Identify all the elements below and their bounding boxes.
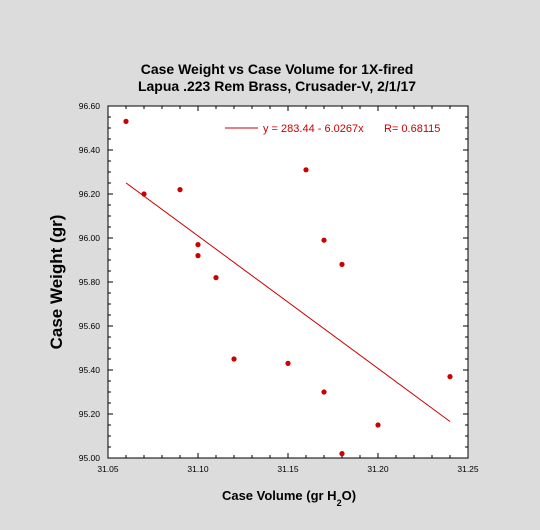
y-tick-label: 95.40 — [79, 365, 101, 375]
x-tick-label: 31.25 — [457, 464, 479, 474]
chart-title-line1: Case Weight vs Case Volume for 1X-fired — [141, 61, 414, 77]
y-tick-label: 95.60 — [79, 321, 101, 331]
data-point — [195, 242, 201, 248]
x-axis: 31.05 31.10 31.15 31.20 31.25 — [97, 106, 479, 474]
legend-equation: y = 283.44 - 6.0267x — [263, 123, 364, 135]
y-axis-label: Case Weight (gr) — [47, 215, 66, 350]
data-point — [141, 191, 147, 197]
y-tick-label: 95.80 — [79, 277, 101, 287]
x-tick-label: 31.20 — [367, 464, 389, 474]
x-axis-label-end: O) — [342, 488, 356, 503]
data-point — [321, 389, 327, 395]
data-points — [123, 118, 453, 457]
data-point — [321, 237, 327, 243]
y-tick-label: 96.00 — [79, 233, 101, 243]
data-point — [339, 451, 345, 457]
y-tick-label: 96.20 — [79, 189, 101, 199]
data-point — [123, 118, 129, 124]
data-point — [447, 374, 453, 380]
data-point — [303, 167, 309, 173]
x-axis-label-subscript: 2 — [337, 498, 342, 508]
plot-area — [107, 105, 469, 459]
chart-title-line2: Lapua .223 Rem Brass, Crusader-V, 2/1/17 — [138, 78, 416, 94]
y-axis: 95.00 95.20 95.40 95.60 95.80 96.00 96.20 96.40… — [79, 101, 468, 463]
fit-line-group — [125, 182, 451, 422]
y-tick-label: 95.00 — [79, 453, 101, 463]
x-axis-label: Case Volume (gr H2O) — [222, 488, 356, 508]
data-point — [213, 275, 219, 281]
data-point — [195, 253, 201, 259]
x-tick-label: 31.05 — [97, 464, 119, 474]
data-point — [285, 360, 291, 366]
data-point — [177, 187, 183, 193]
y-tick-label: 96.60 — [79, 101, 101, 111]
legend-r-value: R= 0.68115 — [384, 123, 440, 135]
data-point — [231, 356, 237, 362]
data-point — [375, 422, 381, 428]
y-tick-label: 96.40 — [79, 145, 101, 155]
x-tick-label: 31.10 — [187, 464, 209, 474]
x-axis-label-main: Case Volume (gr H — [222, 488, 337, 503]
legend: y = 283.44 - 6.0267x R= 0.68115 — [225, 123, 440, 135]
data-point — [339, 261, 345, 267]
y-tick-label: 95.20 — [79, 409, 101, 419]
x-tick-label: 31.15 — [277, 464, 299, 474]
fit-line — [125, 182, 451, 422]
